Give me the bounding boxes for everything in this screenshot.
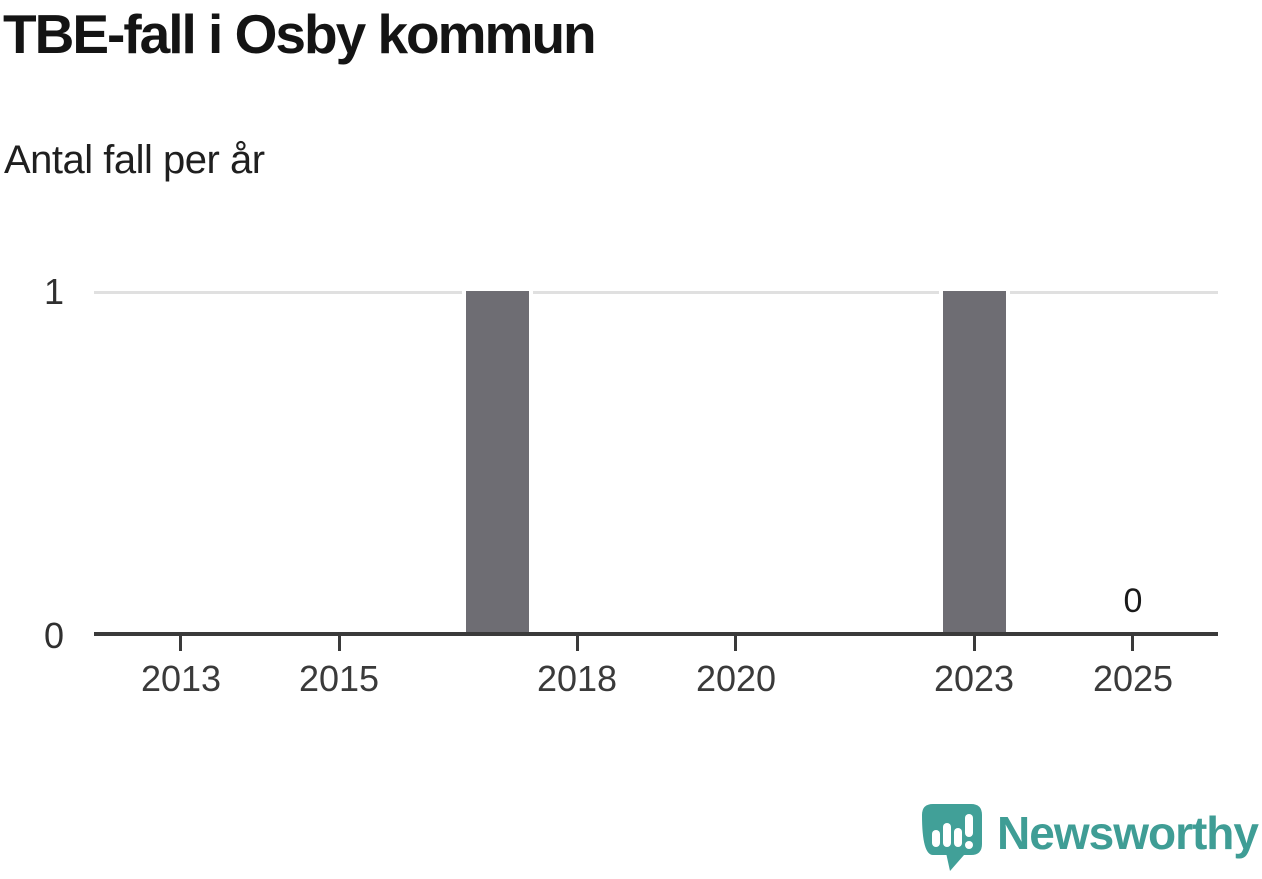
brand-footer: Newsworthy xyxy=(919,801,1259,873)
x-tick-label-2013: 2013 xyxy=(140,658,222,699)
x-tick-mark-2020 xyxy=(734,636,737,651)
y-tick-label-0: 0 xyxy=(43,615,64,656)
x-tick-label-2018: 2018 xyxy=(536,658,618,699)
bar-2017 xyxy=(466,291,529,632)
x-tick-mark-2023 xyxy=(973,636,976,651)
x-tick-mark-2013 xyxy=(179,636,182,651)
x-tick-mark-2018 xyxy=(576,636,579,651)
x-tick-mark-2025 xyxy=(1131,636,1134,651)
gridline-y1 xyxy=(94,291,1218,294)
bar-2023 xyxy=(943,291,1006,632)
x-tick-label-2015: 2015 xyxy=(298,658,380,699)
y-tick-label-1: 1 xyxy=(43,271,64,312)
x-tick-label-2025: 2025 xyxy=(1092,658,1174,699)
x-tick-mark-2015 xyxy=(338,636,341,651)
value-label-2025: 0 xyxy=(1123,582,1143,620)
x-tick-label-2020: 2020 xyxy=(695,658,777,699)
newsworthy-logo-icon xyxy=(922,804,983,871)
chart-title: TBE-fall i Osby kommun xyxy=(3,3,597,65)
x-axis-line xyxy=(94,632,1218,636)
x-tick-label-2023: 2023 xyxy=(933,658,1015,699)
chart-subtitle: Antal fall per år xyxy=(4,138,265,182)
brand-name: Newsworthy xyxy=(997,807,1259,859)
